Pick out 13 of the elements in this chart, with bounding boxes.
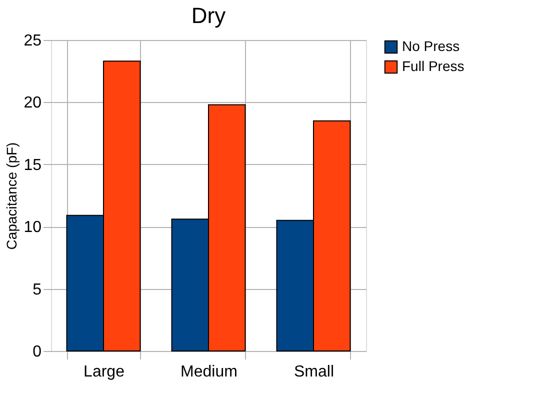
- y-tick-label: 25: [24, 32, 42, 50]
- y-axis-title: Capacitance (pF): [4, 142, 20, 250]
- x-tick-label: Large: [84, 364, 125, 380]
- y-tick-label: 10: [24, 219, 42, 236]
- x-tick-label: Small: [294, 364, 334, 380]
- y-tick-label: 5: [32, 281, 42, 298]
- chart-title: Dry: [191, 3, 226, 28]
- legend-label: Full Press: [402, 58, 464, 74]
- y-tick-label: 0: [32, 344, 42, 360]
- y-tick-label: 15: [24, 156, 42, 174]
- y-tick-label: 20: [24, 94, 42, 112]
- x-tick-label: Medium: [180, 364, 238, 380]
- legend-label: No Press: [402, 38, 460, 54]
